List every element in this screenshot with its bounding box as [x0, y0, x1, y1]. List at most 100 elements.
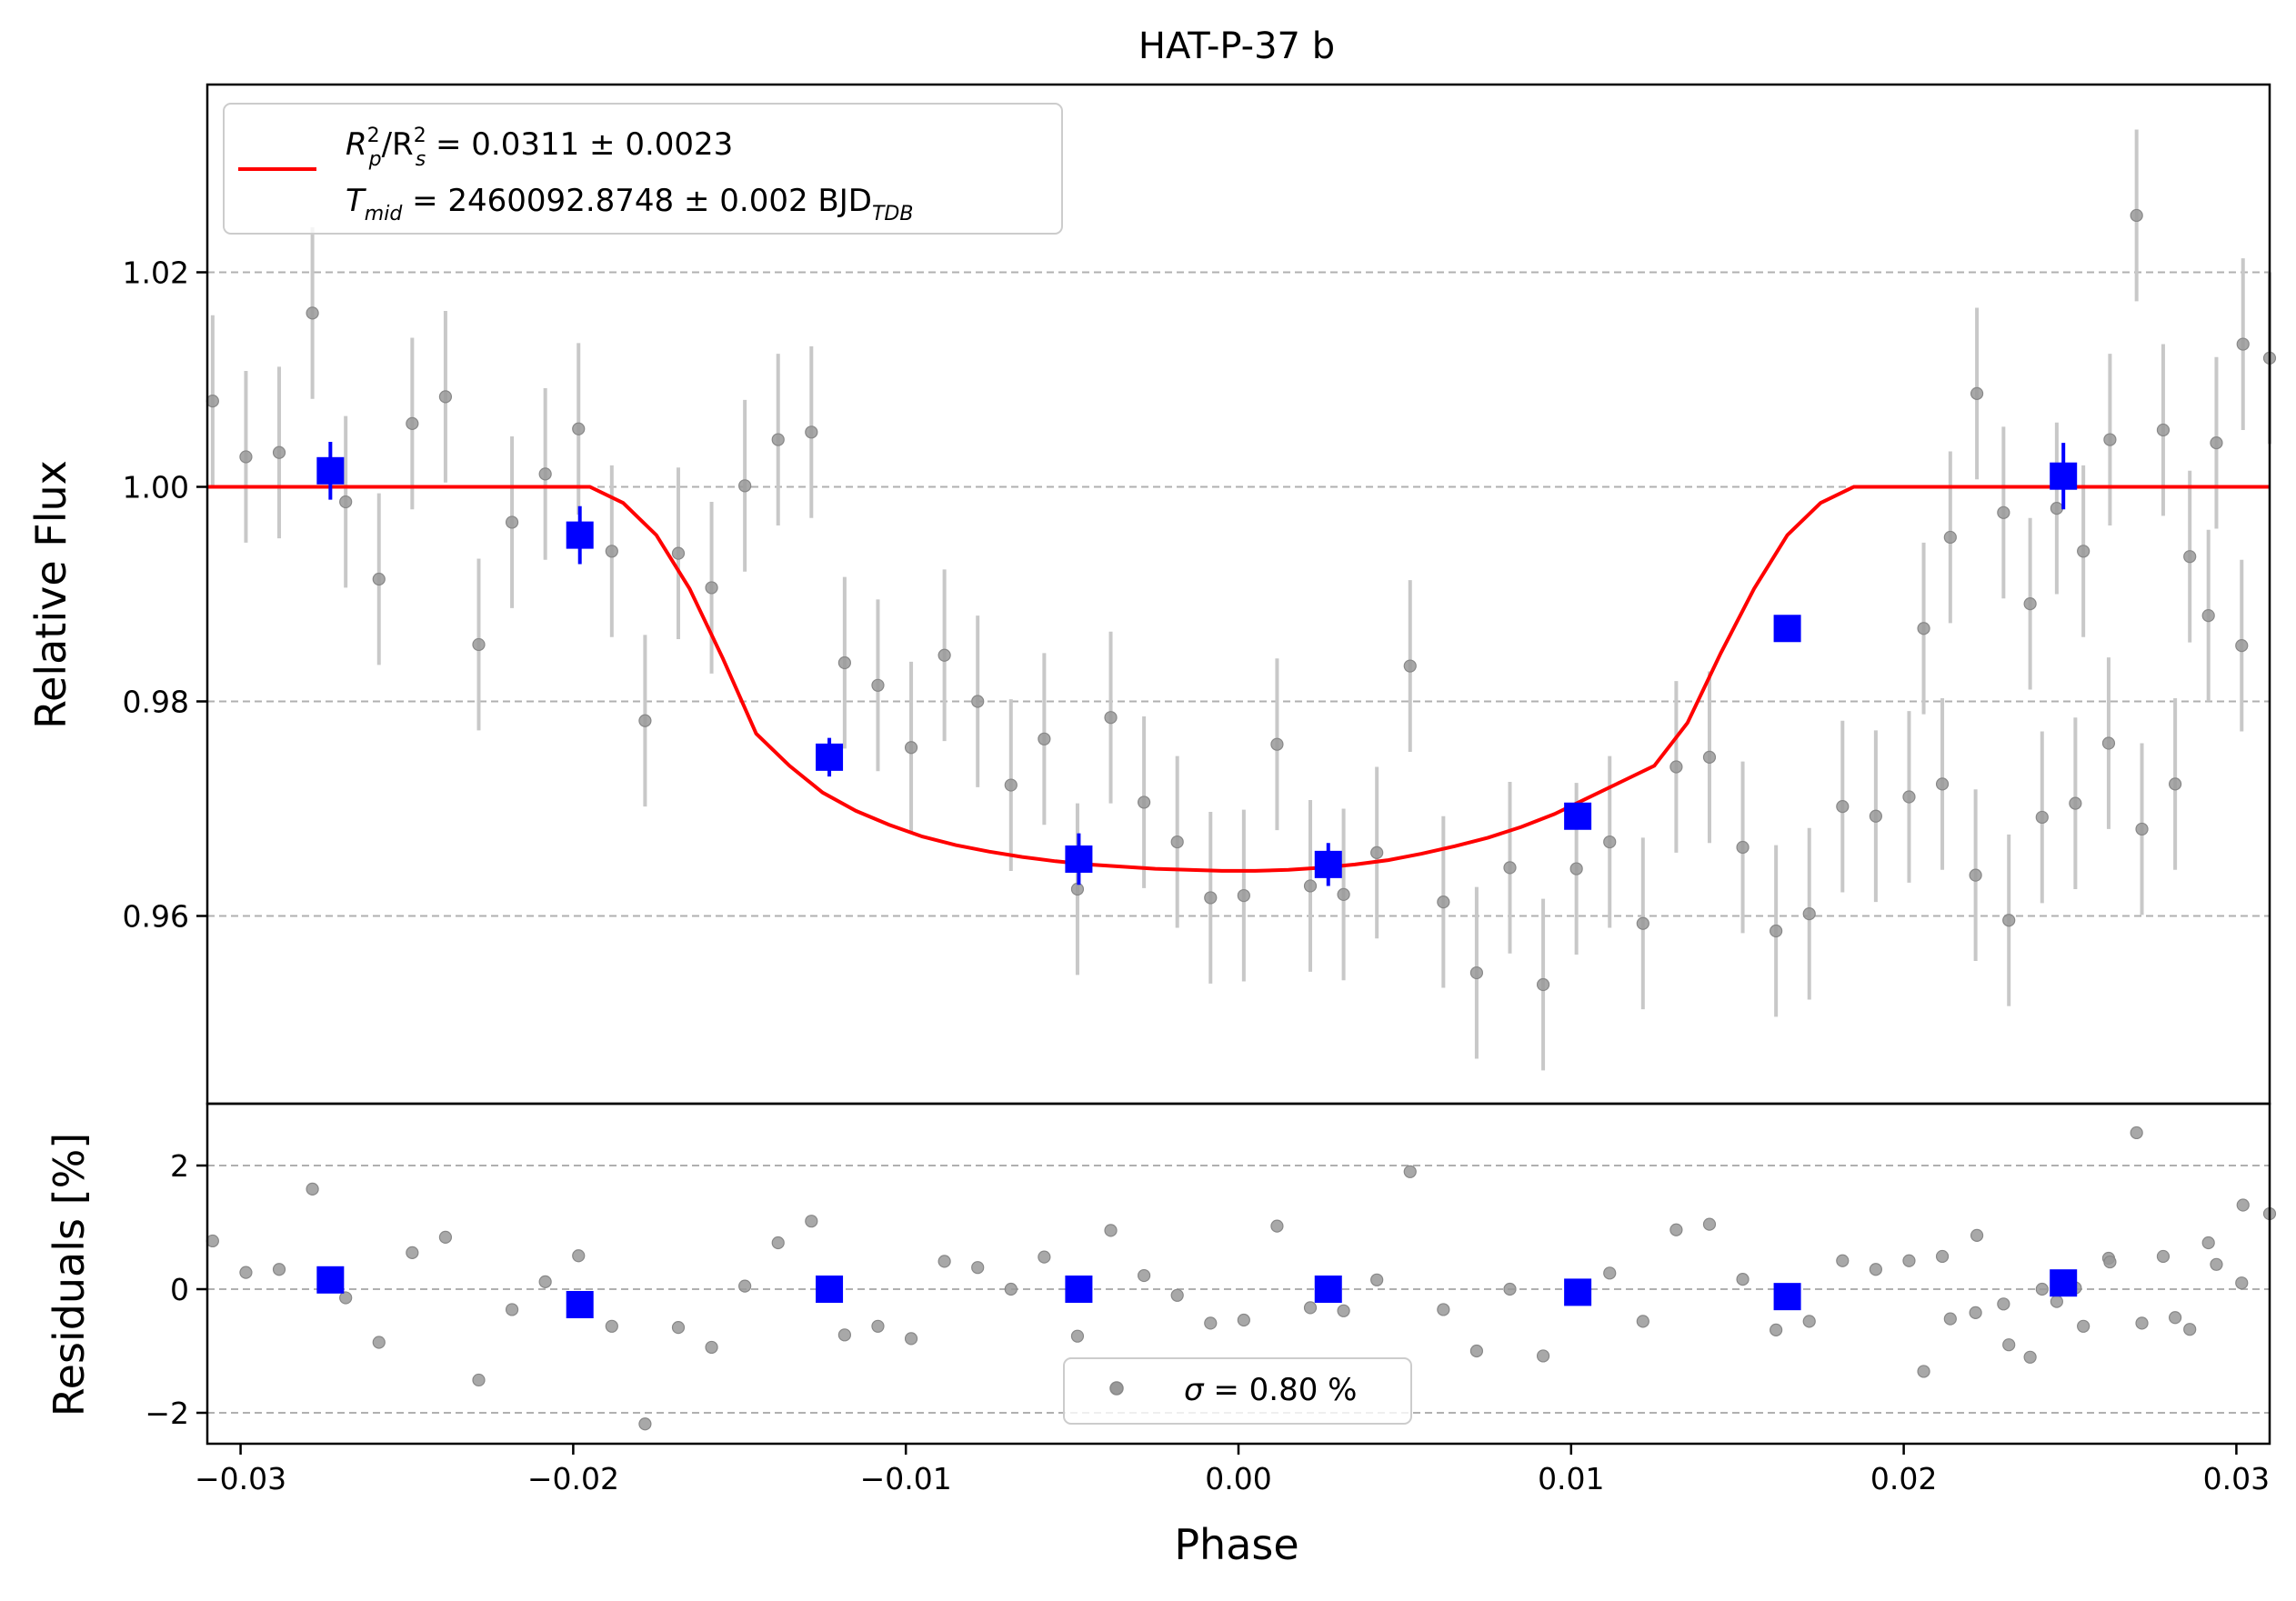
residual-raw-point: [2103, 1255, 2117, 1269]
main-raw-point: [1237, 888, 1250, 903]
x-tick-label: −0.02: [527, 1461, 619, 1496]
residual-binned-points: [316, 1266, 2078, 1318]
main-raw-point: [1836, 800, 1850, 814]
main-raw-point: [705, 581, 718, 595]
residual-raw-point: [738, 1279, 752, 1293]
x-tick-label: 0.02: [1870, 1461, 1937, 1496]
residual-legend: σ = 0.80 %: [1063, 1357, 1412, 1425]
x-tick-label: 0.01: [1538, 1461, 1604, 1496]
main-binned-points: [316, 456, 2078, 878]
residual-raw-point: [406, 1246, 419, 1259]
main-raw-point: [1303, 879, 1318, 893]
main-raw-point: [406, 416, 419, 430]
main-raw-point: [2169, 777, 2182, 791]
main-raw-point: [771, 433, 785, 446]
main-y-ticks: 0.96 0.98 1.00 1.02: [123, 255, 207, 935]
main-raw-point: [1869, 809, 1882, 823]
main-raw-point: [2183, 550, 2197, 564]
main-raw-point: [505, 515, 519, 529]
residual-raw-point: [671, 1321, 686, 1335]
residual-raw-point: [2169, 1311, 2182, 1325]
main-raw-point: [1802, 907, 1816, 921]
residual-raw-point: [1869, 1263, 1882, 1276]
residual-raw-point: [472, 1373, 486, 1387]
main-raw-point: [572, 422, 586, 435]
residual-ytick-label: 2: [170, 1148, 189, 1184]
main-raw-point: [937, 648, 951, 662]
main-raw-point: [1170, 835, 1184, 849]
main-raw-point: [1437, 896, 1450, 909]
main-raw-point: [1917, 622, 1930, 635]
residual-raw-point: [272, 1263, 286, 1276]
residual-raw-point: [1038, 1250, 1051, 1264]
residual-raw-point: [239, 1266, 253, 1279]
main-raw-point: [1997, 505, 2010, 519]
main-raw-point: [638, 714, 652, 727]
residual-raw-point: [1802, 1315, 1816, 1328]
residual-raw-point: [638, 1417, 652, 1431]
main-raw-point: [1004, 778, 1018, 792]
main-ytick-label: 1.02: [123, 255, 189, 291]
residual-raw-point: [837, 1328, 851, 1342]
residual-raw-point: [1138, 1268, 1151, 1283]
residual-raw-point: [1303, 1301, 1318, 1315]
residual-raw-point: [1503, 1282, 1517, 1296]
residual-raw-point: [2002, 1338, 2016, 1352]
residual-raw-point: [538, 1275, 552, 1288]
main-raw-point: [2135, 822, 2149, 836]
residual-raw-point: [1836, 1254, 1850, 1267]
residual-raw-point: [1370, 1273, 1384, 1286]
residual-raw-point: [438, 1230, 453, 1244]
residual-raw-point: [2023, 1350, 2037, 1364]
main-raw-point: [2069, 796, 2082, 810]
main-raw-point: [372, 572, 386, 586]
main-raw-point: [2201, 608, 2215, 623]
x-tick-label: −0.03: [195, 1461, 286, 1496]
main-raw-point: [1370, 846, 1384, 859]
residual-raw-point: [572, 1249, 586, 1263]
residual-raw-point: [372, 1336, 386, 1349]
residual-raw-point: [1337, 1304, 1350, 1317]
residual-raw-point: [971, 1261, 985, 1275]
residual-raw-point: [2201, 1236, 2215, 1250]
residual-raw-points: [206, 1126, 2277, 1431]
residual-raw-point: [1902, 1254, 1916, 1267]
residual-binned-point: [1773, 1283, 1801, 1311]
main-raw-point: [738, 479, 752, 493]
main-raw-point: [1104, 711, 1118, 725]
residual-raw-point: [2210, 1257, 2223, 1271]
residual-raw-point: [1004, 1282, 1018, 1296]
main-raw-point: [538, 467, 552, 481]
main-raw-point: [239, 450, 253, 464]
residual-binned-point: [816, 1276, 844, 1303]
residual-raw-point: [1702, 1217, 1717, 1231]
main-raw-point: [2101, 736, 2116, 750]
main-raw-point: [206, 395, 219, 408]
residual-raw-point: [1997, 1297, 2010, 1311]
residual-raw-point: [206, 1234, 219, 1248]
residual-raw-point: [306, 1182, 319, 1196]
main-raw-point: [1503, 861, 1517, 875]
residual-raw-point: [505, 1303, 519, 1316]
residual-raw-point: [2130, 1126, 2143, 1140]
main-raw-point: [2156, 423, 2171, 437]
main-raw-point: [1070, 882, 1085, 896]
residual-ytick-label: −2: [145, 1396, 189, 1431]
main-raw-point: [1969, 868, 1982, 882]
residual-raw-point: [1603, 1266, 1617, 1280]
transit-model-curve: [207, 485, 2270, 873]
main-raw-point: [2002, 914, 2016, 927]
main-raw-point: [1669, 760, 1683, 774]
main-raw-point: [2235, 639, 2249, 653]
legend-model-label: R2 p/R2 s = 0.0311 ± 0.0023: [346, 125, 733, 171]
main-ylabel: Relative Flux: [26, 460, 75, 729]
main-raw-point: [2130, 208, 2143, 223]
main-raw-point: [1038, 732, 1051, 745]
legend-sigma-label: σ = 0.80 %: [1184, 1372, 1357, 1408]
residual-raw-point: [1204, 1316, 1218, 1330]
residual-raw-point: [1237, 1313, 1250, 1327]
residual-binned-point: [2050, 1269, 2078, 1297]
main-raw-points: [206, 208, 2277, 992]
x-tick-label: 0.00: [1205, 1461, 1271, 1496]
